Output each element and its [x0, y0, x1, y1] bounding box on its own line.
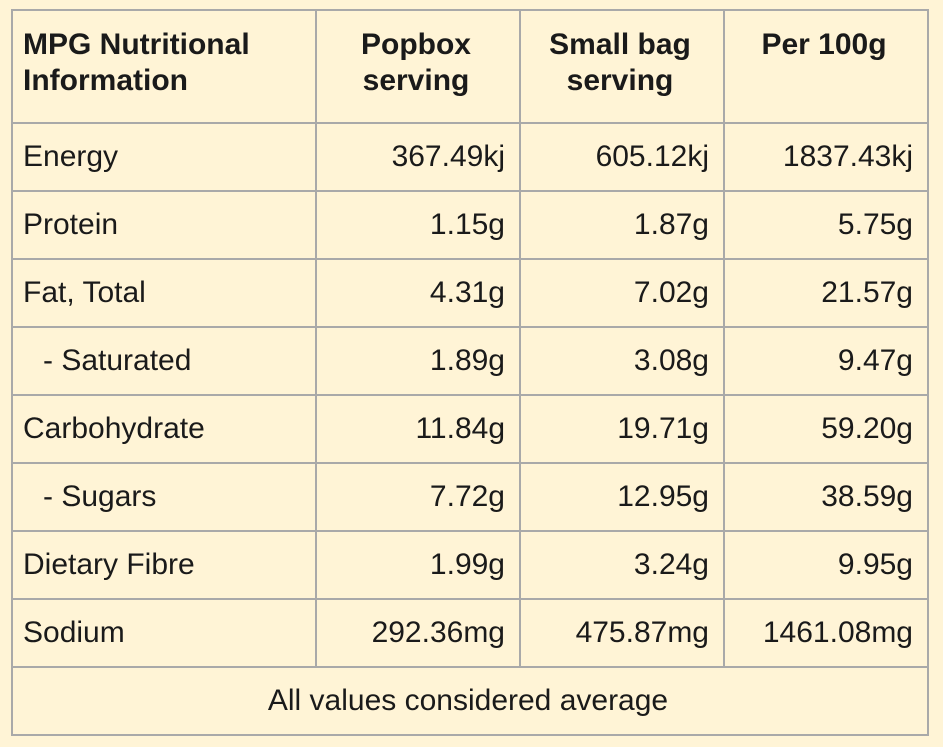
popbox-value: 4.31g: [315, 258, 521, 328]
table-row: Carbohydrate 11.84g 19.71g 59.20g: [11, 394, 929, 464]
table-row: - Saturated 1.89g 3.08g 9.47g: [11, 326, 929, 396]
header-line: Popbox: [361, 28, 471, 61]
small-bag-value: 475.87mg: [519, 598, 725, 668]
table-row: Sodium 292.36mg 475.87mg 1461.08mg: [11, 598, 929, 668]
popbox-value: 1.15g: [315, 190, 521, 260]
per-100g-value: 21.57g: [723, 258, 929, 328]
row-label: Dietary Fibre: [11, 530, 317, 600]
per-100g-value: 38.59g: [723, 462, 929, 532]
header-small-bag-serving: Small bag serving: [519, 9, 725, 124]
header-line: MPG Nutritional: [23, 28, 250, 61]
small-bag-value: 7.02g: [519, 258, 725, 328]
table-row: Energy 367.49kj 605.12kj 1837.43kj: [11, 122, 929, 192]
popbox-value: 1.99g: [315, 530, 521, 600]
row-label: Sodium: [11, 598, 317, 668]
popbox-value: 7.72g: [315, 462, 521, 532]
popbox-value: 11.84g: [315, 394, 521, 464]
table-row: Protein 1.15g 1.87g 5.75g: [11, 190, 929, 260]
header-nutritional-information: MPG Nutritional Information: [11, 9, 317, 124]
per-100g-value: 1461.08mg: [723, 598, 929, 668]
popbox-value: 1.89g: [315, 326, 521, 396]
table-row: Dietary Fibre 1.99g 3.24g 9.95g: [11, 530, 929, 600]
small-bag-value: 3.08g: [519, 326, 725, 396]
header-line: serving: [566, 64, 674, 97]
header-line: Information: [23, 64, 188, 97]
row-label: Fat, Total: [11, 258, 317, 328]
small-bag-value: 12.95g: [519, 462, 725, 532]
nutrition-table-container: MPG Nutritional Information Popbox servi…: [11, 9, 929, 736]
footer-note: All values considered average: [11, 666, 929, 736]
table-row: - Sugars 7.72g 12.95g 38.59g: [11, 462, 929, 532]
header-per-100g: Per 100g: [723, 9, 929, 124]
row-label: Carbohydrate: [11, 394, 317, 464]
nutrition-table: MPG Nutritional Information Popbox servi…: [11, 9, 929, 736]
small-bag-value: 19.71g: [519, 394, 725, 464]
header-row: MPG Nutritional Information Popbox servi…: [11, 9, 929, 124]
small-bag-value: 3.24g: [519, 530, 725, 600]
row-label: - Saturated: [11, 326, 317, 396]
per-100g-value: 9.95g: [723, 530, 929, 600]
small-bag-value: 1.87g: [519, 190, 725, 260]
row-label: - Sugars: [11, 462, 317, 532]
header-line: Small bag: [549, 28, 691, 61]
per-100g-value: 5.75g: [723, 190, 929, 260]
row-label: Protein: [11, 190, 317, 260]
row-label: Energy: [11, 122, 317, 192]
per-100g-value: 59.20g: [723, 394, 929, 464]
header-popbox-serving: Popbox serving: [315, 9, 521, 124]
header-line: serving: [362, 64, 470, 97]
footer-row: All values considered average: [11, 666, 929, 736]
table-row: Fat, Total 4.31g 7.02g 21.57g: [11, 258, 929, 328]
popbox-value: 367.49kj: [315, 122, 521, 192]
per-100g-value: 1837.43kj: [723, 122, 929, 192]
small-bag-value: 605.12kj: [519, 122, 725, 192]
popbox-value: 292.36mg: [315, 598, 521, 668]
header-line: Per 100g: [761, 28, 887, 61]
per-100g-value: 9.47g: [723, 326, 929, 396]
